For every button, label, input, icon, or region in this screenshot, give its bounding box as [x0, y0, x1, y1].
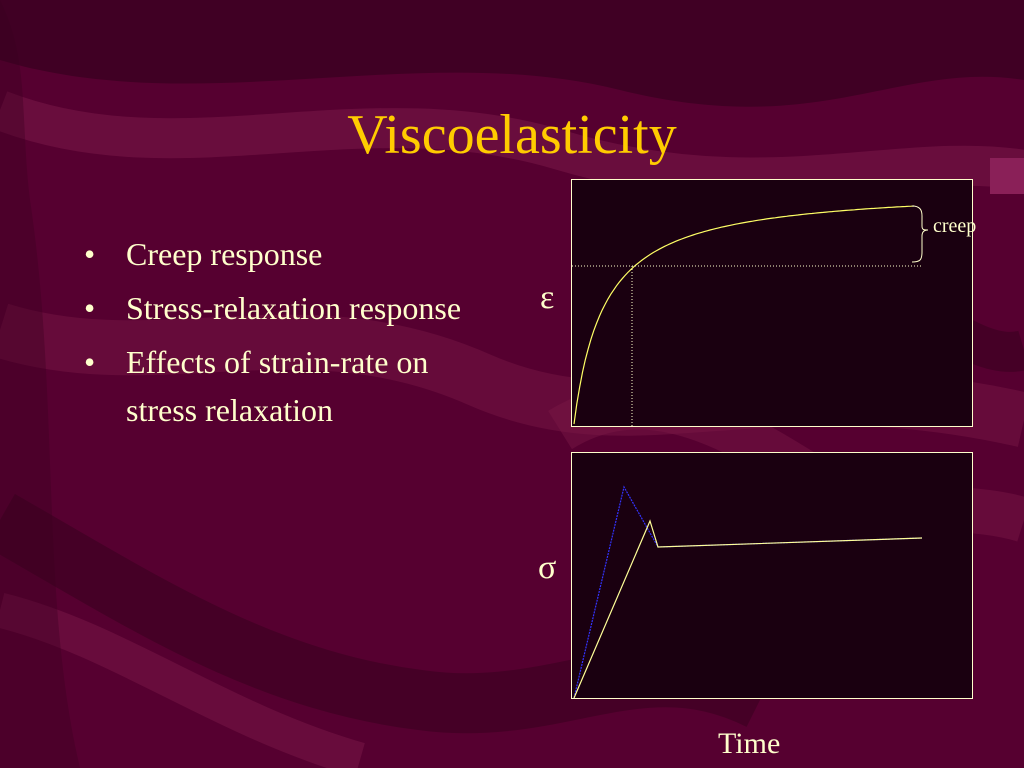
bullet-item-strain-rate: • Effects of strain-rate on stress relax…	[84, 338, 484, 434]
bullet-text: Creep response	[126, 236, 323, 272]
fast-strain-rate-curve	[573, 485, 923, 699]
creep-brace	[911, 205, 929, 263]
slide-title: Viscoelasticity	[347, 104, 677, 166]
bullet-dot-icon: •	[84, 290, 96, 326]
time-axis-label: Time	[718, 727, 781, 760]
bullet-dot-icon: •	[84, 236, 96, 272]
creep-annotation: creep	[933, 215, 977, 237]
bullet-item-creep: • Creep response	[84, 230, 484, 278]
bullet-list: • Creep response • Stress-relaxation res…	[84, 230, 484, 440]
stress-axis-symbol: σ	[538, 549, 557, 586]
stress-relaxation-plot	[571, 452, 973, 699]
strain-axis-symbol: ε	[540, 279, 555, 316]
slow-strain-rate-curve	[573, 519, 923, 699]
creep-plot	[571, 179, 973, 428]
bullet-item-stress-relaxation: • Stress-relaxation response	[84, 284, 484, 332]
creep-curve	[573, 205, 915, 425]
bullet-dot-icon: •	[84, 344, 96, 380]
bullet-text: Stress-relaxation response	[126, 290, 462, 326]
bullet-text: Effects of strain-rate on stress relaxat…	[126, 344, 429, 428]
